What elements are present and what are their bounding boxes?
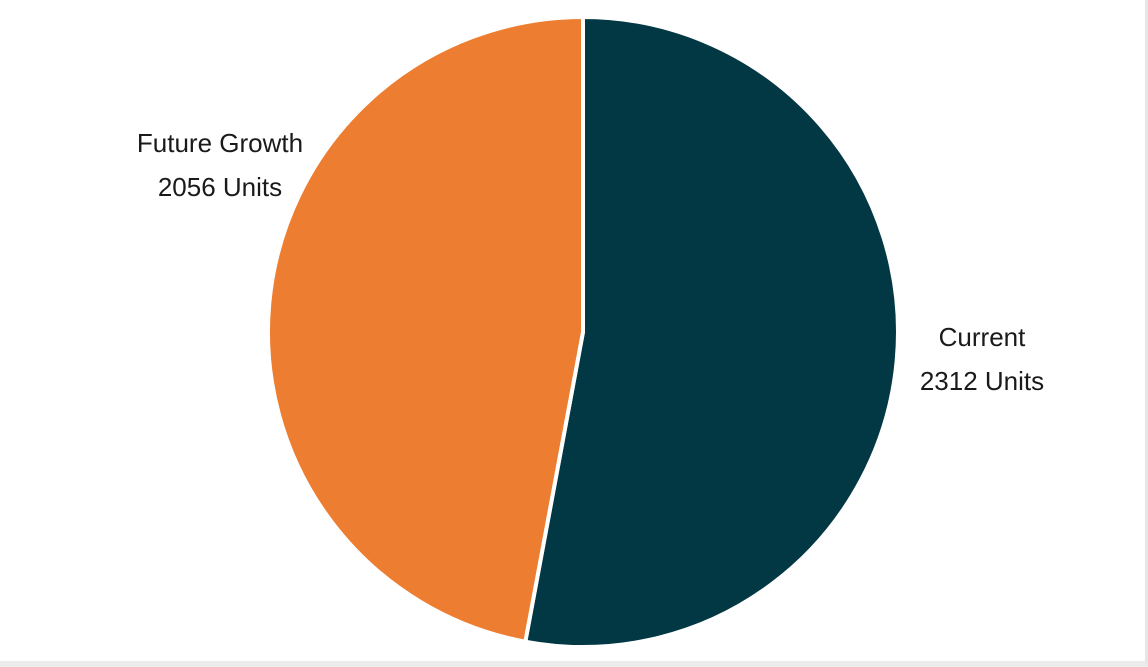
slice-label-current: Current 2312 Units (920, 322, 1044, 396)
slice-label-value: 2056 Units (158, 172, 282, 202)
slice-label-value: 2312 Units (920, 366, 1044, 396)
slices-layer (266, 15, 900, 649)
pie-slice-current (523, 15, 900, 649)
slice-label-name: Future Growth (137, 128, 303, 158)
slice-label-name: Current (939, 322, 1026, 352)
labels-layer: Current 2312 Units Future Growth 2056 Units (137, 128, 1044, 396)
slice-label-future-growth: Future Growth 2056 Units (137, 128, 303, 202)
pie-slice-future-growth (266, 15, 585, 644)
